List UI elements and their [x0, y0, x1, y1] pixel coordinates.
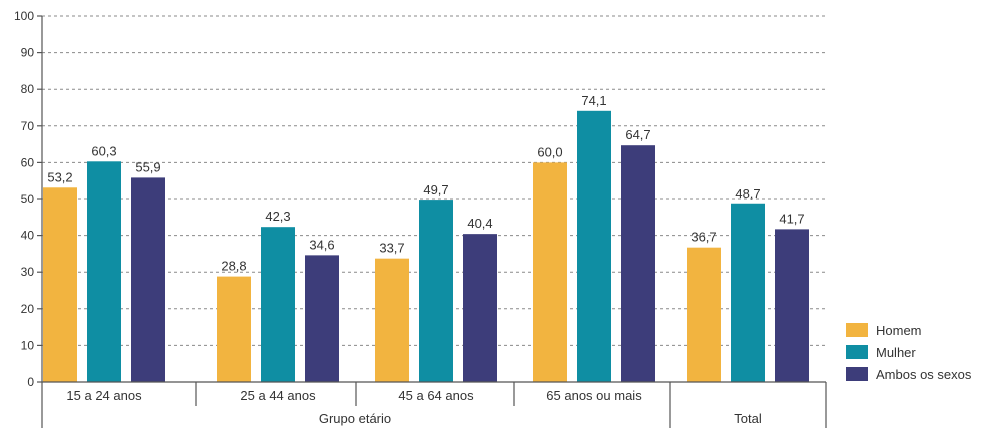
y-tick-label: 90 [21, 46, 35, 60]
y-tick-label: 20 [21, 302, 35, 316]
legend-swatch [846, 323, 868, 337]
bar [305, 255, 339, 382]
category-label: 65 anos ou mais [546, 388, 642, 403]
bars [43, 110, 809, 382]
legend: Homem Mulher Ambos os sexos [846, 319, 971, 385]
data-label: 55,9 [135, 159, 160, 174]
bar [131, 177, 165, 382]
y-tick-label: 50 [21, 192, 35, 206]
data-label: 34,6 [309, 237, 334, 252]
legend-item: Mulher [846, 341, 971, 363]
bar [87, 161, 121, 382]
y-tick-label: 40 [21, 229, 35, 243]
y-tick-label: 60 [21, 155, 35, 169]
legend-label: Homem [876, 322, 922, 338]
y-tick-label: 0 [27, 375, 34, 389]
data-label: 49,7 [423, 182, 448, 197]
data-label: 48,7 [735, 186, 760, 201]
bar [419, 200, 453, 382]
x-axis-group-label: Grupo etário [319, 411, 391, 426]
bar [217, 276, 251, 382]
bar [533, 162, 567, 382]
category-labels: 15 a 24 anos 25 a 44 anos 45 a 64 anos 65 a… [66, 388, 761, 426]
data-label: 40,4 [467, 216, 492, 231]
bar [687, 247, 721, 382]
legend-swatch [846, 345, 868, 359]
y-tick-label: 100 [14, 9, 34, 23]
bar [577, 110, 611, 382]
data-label: 53,2 [47, 169, 72, 184]
y-tick-label: 80 [21, 82, 35, 96]
bar [775, 229, 809, 382]
legend-label: Ambos os sexos [876, 366, 972, 382]
legend-item: Homem [846, 319, 971, 341]
axes [41, 16, 827, 428]
data-label: 60,3 [91, 143, 116, 158]
data-label: 41,7 [779, 211, 804, 226]
legend-item: Ambos os sexos [846, 363, 971, 385]
category-label: 25 a 44 anos [240, 388, 316, 403]
legend-swatch [846, 367, 868, 381]
category-label: 15 a 24 anos [66, 388, 142, 403]
legend-label: Mulher [876, 344, 916, 360]
category-label: 45 a 64 anos [398, 388, 474, 403]
bar [261, 227, 295, 382]
category-label: Total [734, 411, 762, 426]
y-tick-label: 10 [21, 338, 35, 352]
bar [375, 258, 409, 382]
data-label: 36,7 [691, 230, 716, 245]
bar [621, 145, 655, 382]
y-tick-label: 30 [21, 265, 35, 279]
data-label: 42,3 [265, 209, 290, 224]
y-axis-ticks: 0 10 20 30 40 50 60 70 80 90 100 [14, 9, 42, 389]
data-label: 33,7 [379, 241, 404, 256]
y-tick-label: 70 [21, 119, 35, 133]
data-label: 74,1 [581, 93, 606, 108]
data-labels: 53,2 60,3 55,9 28,8 42,3 34,6 33,7 49,7 40,4 60,0… [47, 93, 804, 274]
data-label: 64,7 [625, 127, 650, 142]
data-label: 60,0 [537, 144, 562, 159]
bar [731, 203, 765, 382]
bar [463, 234, 497, 382]
data-label: 28,8 [221, 259, 246, 274]
bar [43, 187, 77, 382]
